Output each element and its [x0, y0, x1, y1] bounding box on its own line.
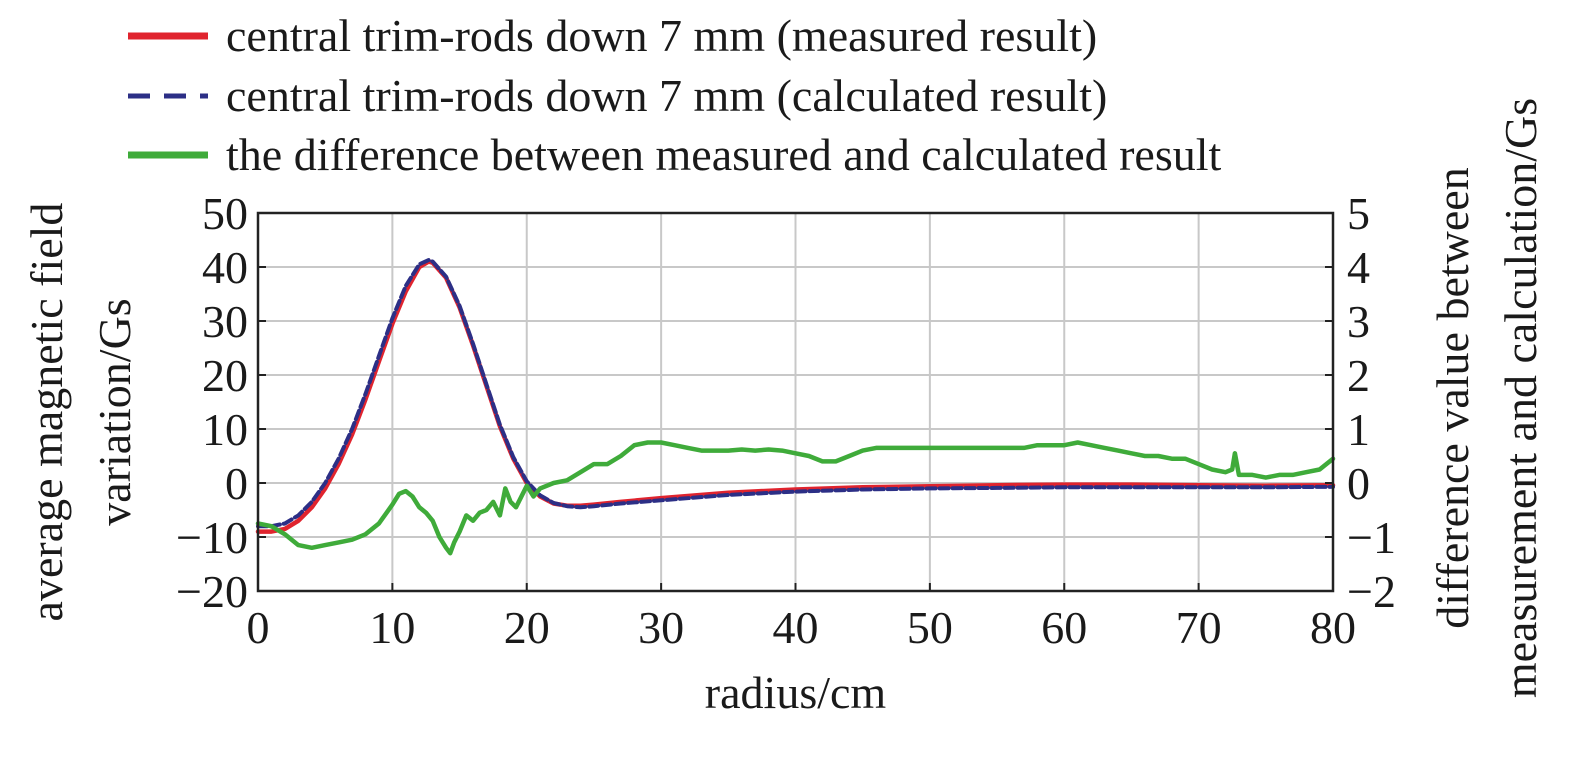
y-right-tick-label: 1: [1347, 404, 1370, 455]
y-left-tick-label: −20: [176, 566, 248, 617]
x-tick-label: 70: [1176, 602, 1222, 653]
y-left-tick-label: 40: [202, 242, 248, 293]
y-right-axis-label: difference value between: [1427, 167, 1478, 628]
series-line-calculated: [256, 258, 1335, 529]
series-layer: [255, 258, 1336, 556]
y-left-tick-label: 50: [202, 188, 248, 239]
x-tick-label: 80: [1310, 602, 1356, 653]
legend-label-measured: central trim-rods down 7 mm (measured re…: [226, 10, 1097, 61]
y-right-tick-label: 2: [1347, 350, 1370, 401]
x-tick-label: 30: [638, 602, 684, 653]
axis-labels: radius/cm average magnetic field variation…: [21, 98, 1546, 718]
x-tick-label: 60: [1041, 602, 1087, 653]
legend: central trim-rods down 7 mm (measured re…: [128, 10, 1222, 180]
x-axis-label: radius/cm: [705, 667, 887, 718]
y-left-tick-label: 10: [202, 404, 248, 455]
y-left-axis-label: variation/Gs: [89, 298, 140, 525]
y-right-tick-label: 4: [1347, 242, 1370, 293]
y-left-tick-label: 20: [202, 350, 248, 401]
x-tick-label: 20: [504, 602, 550, 653]
y-left-tick-label: 0: [225, 458, 248, 509]
y-left-axis-label: average magnetic field: [21, 203, 72, 622]
y-left-tick-label: −10: [176, 512, 248, 563]
series-line-difference: [255, 440, 1336, 556]
legend-label-calculated: central trim-rods down 7 mm (calculated …: [226, 70, 1107, 121]
y-right-tick-label: −2: [1347, 566, 1396, 617]
x-tick-label: 10: [369, 602, 415, 653]
y-right-axis-label: measurement and calculation/Gs: [1495, 98, 1546, 698]
x-tick-label: 0: [247, 602, 270, 653]
y-right-tick-label: −1: [1347, 512, 1396, 563]
legend-label-difference: the difference between measured and calc…: [226, 129, 1222, 180]
y-right-tick-label: 5: [1347, 188, 1370, 239]
y-left-tick-label: 30: [202, 296, 248, 347]
x-tick-label: 50: [907, 602, 953, 653]
y-right-tick-label: 3: [1347, 296, 1370, 347]
y-right-tick-label: 0: [1347, 458, 1370, 509]
x-tick-label: 40: [773, 602, 819, 653]
